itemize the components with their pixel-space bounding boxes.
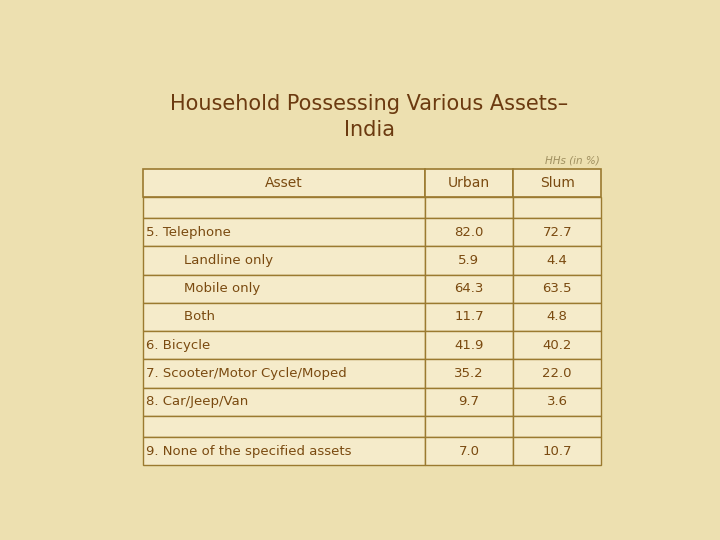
- Bar: [513, 168, 601, 197]
- Bar: [513, 246, 601, 274]
- Bar: [513, 331, 601, 360]
- Bar: [425, 360, 513, 388]
- Bar: [425, 303, 513, 331]
- Bar: [513, 218, 601, 246]
- Text: 3.6: 3.6: [546, 395, 568, 408]
- Text: Household Possessing Various Assets–: Household Possessing Various Assets–: [170, 94, 568, 114]
- Bar: [513, 388, 601, 416]
- Bar: [425, 388, 513, 416]
- Bar: [425, 197, 513, 218]
- Text: 41.9: 41.9: [454, 339, 484, 352]
- Text: Mobile only: Mobile only: [167, 282, 260, 295]
- Bar: [143, 303, 425, 331]
- Bar: [143, 388, 425, 416]
- Text: 9. None of the specified assets: 9. None of the specified assets: [146, 444, 352, 457]
- Bar: [143, 360, 425, 388]
- Text: 40.2: 40.2: [543, 339, 572, 352]
- Text: Slum: Slum: [540, 176, 575, 190]
- Bar: [513, 197, 601, 218]
- Text: Asset: Asset: [265, 176, 302, 190]
- Text: Landline only: Landline only: [167, 254, 273, 267]
- Text: HHs (in %): HHs (in %): [545, 156, 600, 166]
- Bar: [513, 303, 601, 331]
- Text: 22.0: 22.0: [542, 367, 572, 380]
- Text: 35.2: 35.2: [454, 367, 484, 380]
- Bar: [513, 360, 601, 388]
- Text: 6. Bicycle: 6. Bicycle: [146, 339, 211, 352]
- Bar: [143, 416, 425, 437]
- Bar: [513, 274, 601, 303]
- Bar: [425, 274, 513, 303]
- Text: 82.0: 82.0: [454, 226, 484, 239]
- Bar: [143, 437, 425, 465]
- Text: 8. Car/Jeep/Van: 8. Car/Jeep/Van: [146, 395, 248, 408]
- Text: 9.7: 9.7: [459, 395, 480, 408]
- Bar: [143, 218, 425, 246]
- Text: 63.5: 63.5: [542, 282, 572, 295]
- Text: 7. Scooter/Motor Cycle/Moped: 7. Scooter/Motor Cycle/Moped: [146, 367, 347, 380]
- Text: Urban: Urban: [448, 176, 490, 190]
- Text: 72.7: 72.7: [542, 226, 572, 239]
- Text: 10.7: 10.7: [542, 444, 572, 457]
- Text: Both: Both: [167, 310, 215, 323]
- Text: 4.4: 4.4: [546, 254, 567, 267]
- Bar: [143, 246, 425, 274]
- Text: 7.0: 7.0: [459, 444, 480, 457]
- Text: 4.8: 4.8: [546, 310, 567, 323]
- Bar: [425, 218, 513, 246]
- Bar: [143, 331, 425, 360]
- Bar: [143, 274, 425, 303]
- Text: 5. Telephone: 5. Telephone: [146, 226, 231, 239]
- Bar: [425, 416, 513, 437]
- Bar: [425, 331, 513, 360]
- Bar: [425, 246, 513, 274]
- Bar: [513, 416, 601, 437]
- Text: India: India: [343, 120, 395, 140]
- Text: 11.7: 11.7: [454, 310, 484, 323]
- Bar: [143, 197, 425, 218]
- Text: 5.9: 5.9: [459, 254, 480, 267]
- Bar: [143, 168, 425, 197]
- Bar: [425, 437, 513, 465]
- Text: 64.3: 64.3: [454, 282, 484, 295]
- Bar: [425, 168, 513, 197]
- Bar: [513, 437, 601, 465]
